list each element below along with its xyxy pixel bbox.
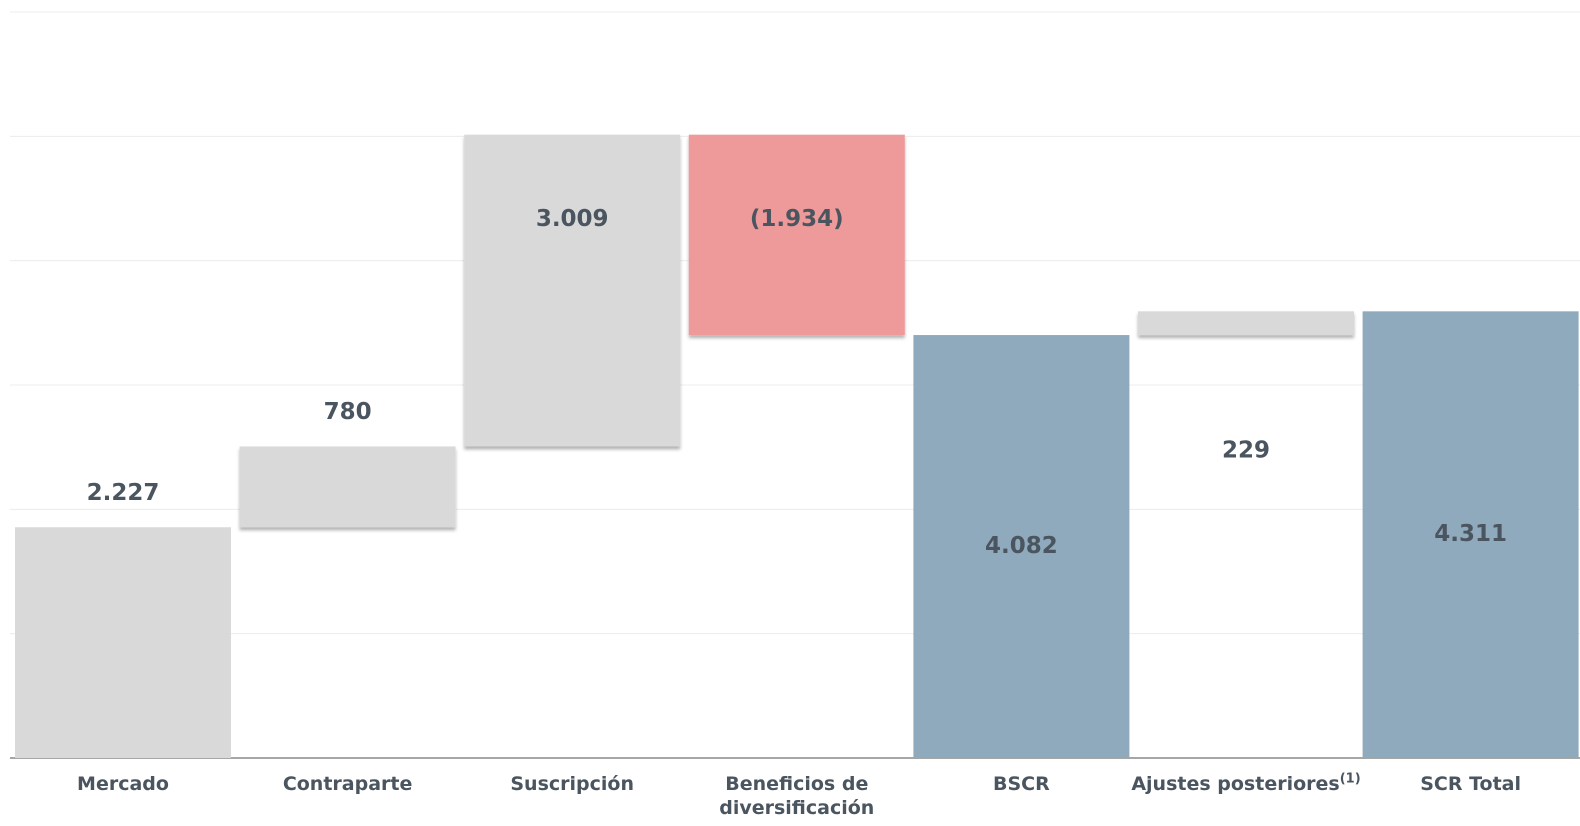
x-tick-label: Contraparte [203, 772, 493, 796]
category: BSCR [993, 773, 1050, 795]
bar [1362, 311, 1579, 758]
bar [239, 446, 456, 528]
value-label: 2.227 [87, 480, 160, 506]
bar [15, 527, 231, 758]
x-tick-label: BSCR [876, 772, 1166, 796]
x-tick-label: Suscripción [427, 772, 717, 796]
bar [913, 335, 1130, 758]
bar [1138, 311, 1354, 336]
category: Mercado [77, 773, 169, 795]
x-tick-label: Mercado [0, 772, 268, 796]
value-label: 4.311 [1434, 521, 1507, 547]
category: Contraparte [282, 773, 413, 795]
category: Ajustes posteriores [1131, 773, 1340, 795]
category: Beneficios de diversificación [719, 773, 875, 819]
footnote-mark: (1) [1339, 771, 1361, 787]
x-tick-label: Ajustes posteriores(1) [1101, 772, 1391, 796]
value-label: (1.934) [750, 206, 844, 232]
value-label: 3.009 [536, 206, 609, 232]
category: Suscripción [510, 773, 634, 795]
value-label: 4.082 [985, 533, 1058, 559]
category: SCR Total [1420, 773, 1521, 795]
bar [464, 134, 681, 447]
bar [688, 134, 905, 336]
x-tick-label: Beneficios de diversificación [652, 772, 942, 820]
x-tick-label: SCR Total [1326, 772, 1580, 796]
value-label: 780 [324, 399, 372, 425]
value-label: 229 [1222, 438, 1270, 464]
